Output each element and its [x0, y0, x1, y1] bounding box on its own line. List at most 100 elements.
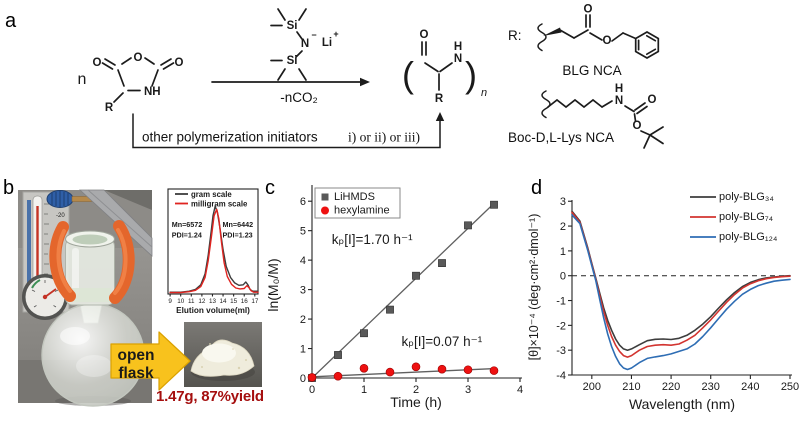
kinetics-chart: 0 1 2 3 4 0 1 2 3 4 5 6 LiHMDS hexylamine kₚ[I]=1.70 h… — [265, 185, 523, 410]
panel-label-a: a — [5, 10, 17, 32]
annotation: PDI=1.24 — [172, 230, 202, 239]
wedge-bond — [543, 27, 562, 36]
y-tick-label: 5 — [300, 226, 306, 238]
ring-oxygen-label: O — [134, 52, 143, 64]
alternative-initiators-arrow: other polymerization initiators i) or ii… — [132, 112, 445, 149]
panel-label-c: c — [265, 177, 275, 199]
series-milligram-scale-curve — [169, 208, 259, 294]
left-carbonyl-oxygen-label: O — [93, 57, 102, 69]
open-flask-arrow: open flask — [110, 331, 191, 391]
glass-joint-flask — [65, 230, 115, 306]
panel-label-d: d — [531, 177, 543, 199]
x-axis-label: Wavelength (nm) — [629, 396, 735, 412]
powder-highlight — [202, 343, 236, 363]
blg-nca-label: BLG NCA — [562, 63, 621, 78]
x-tick-label: 11 — [188, 298, 195, 305]
y-tick-label: -1 — [556, 295, 566, 307]
lihmds-initiator-structure: Si N − Li + Si — [270, 8, 339, 81]
carbamate-nitrogen-label: N — [615, 95, 623, 107]
annotation: kₚ[I]=0.07 h⁻¹ — [401, 334, 482, 349]
x-tick-label: 4 — [517, 384, 523, 396]
series-poly-blg--curve — [571, 211, 791, 358]
product-r-label: R — [435, 93, 444, 105]
y-tick-label: 2 — [560, 221, 566, 233]
nh-label: NH — [144, 86, 161, 98]
y-tick-label: -3 — [556, 345, 566, 357]
joint-mouth-inner — [72, 234, 108, 245]
series-hexylamine-point — [333, 371, 343, 381]
series-poly-blg--curve — [571, 214, 791, 371]
stoichiometry-n: n — [78, 71, 87, 88]
alt-initiators-text: other polymerization initiators — [142, 130, 318, 145]
open-flask-text-line2: flask — [118, 365, 154, 382]
flask-highlight — [60, 327, 90, 345]
series-lihmds-fit-line — [311, 201, 496, 379]
joint-liquid — [69, 288, 111, 302]
legend-label: gram scale — [191, 190, 232, 199]
y-tick-label: -2 — [556, 320, 566, 332]
right-carbonyl-oxygen-label: O — [175, 57, 184, 69]
x-tick-label: 250 — [781, 381, 799, 393]
x-tick-label: 220 — [662, 381, 680, 393]
r-colon-label: R: — [508, 28, 522, 43]
legend-swatch — [321, 193, 329, 201]
open-flask-text-line1: open — [117, 347, 154, 364]
x-tick-label: 12 — [198, 298, 206, 305]
left-parenthesis: ( — [402, 54, 414, 95]
series-hexylamine-point — [385, 367, 395, 377]
cd-spectra-chart: 200 210 220 230 240 250 -4 -3 -2 -1 0 1 2 3 poly-BLG₃₄… — [527, 191, 799, 412]
blue-knob-ribs — [51, 191, 69, 207]
blg-side-chain-structure: O O BLG NCA — [537, 4, 660, 78]
annotation: Mn=6442 — [223, 220, 254, 229]
nca-monomer-structure: n O O O NH R — [78, 52, 184, 114]
ester-carbonyl-oxygen-label: O — [584, 4, 593, 16]
arrow-caption: -nCO₂ — [280, 90, 318, 105]
legend-box — [314, 187, 401, 219]
lithium-label: Li — [322, 37, 332, 49]
series-hexylamine-point — [307, 373, 317, 382]
x-tick-label: 230 — [702, 381, 720, 393]
flask-inner-reflection — [76, 355, 112, 377]
series-hexylamine-point — [359, 363, 369, 373]
clamp-prong-right — [109, 220, 135, 304]
y-tick-label: 3 — [300, 285, 306, 297]
prong-right-highlight — [113, 228, 128, 295]
y-tick-label: 3 — [560, 196, 566, 208]
series-hexylamine-point — [463, 365, 473, 375]
thermometer-scale-ticks — [44, 203, 49, 275]
series-hexylamine-point — [437, 364, 447, 374]
alt-initiators-numerals: i) or ii) or iii) — [348, 130, 420, 145]
gauge-ticks — [31, 280, 59, 308]
dark-corner-metal — [104, 190, 152, 210]
yield-text: 1.47g, 87%yield — [156, 388, 264, 405]
x-tick-label: 240 — [741, 381, 759, 393]
amide-nitrogen-label: N — [454, 53, 462, 65]
y-axis-label: [θ]×10⁻⁴ (deg·cm²·dmol⁻¹) — [527, 214, 541, 361]
series-hexylamine-point — [489, 366, 499, 375]
gauge-needle — [44, 288, 57, 298]
r-group-definitions: R: O O BLG NCA — [508, 4, 664, 149]
clamp-prong-left — [49, 221, 76, 302]
annotation: kₚ[I]=1.70 h⁻¹ — [332, 232, 413, 247]
boc-lys-nca-label: Boc-D,L-Lys NCA — [508, 130, 614, 145]
clamp-arm-edge — [87, 189, 153, 248]
annotation: Mn=6572 — [172, 220, 203, 229]
y-axis-label: ln(M₀/M) — [265, 258, 281, 311]
amide-oxygen-label: O — [420, 29, 429, 41]
series-lihmds-point — [438, 259, 446, 267]
series-lihmds-point — [464, 221, 472, 230]
x-tick-label: 0 — [309, 384, 315, 396]
x-tick-label: 16 — [241, 298, 249, 305]
x-tick-label: 2 — [413, 384, 419, 396]
series-hexylamine-point — [411, 362, 421, 372]
silicon-bottom-label: Si — [287, 55, 298, 67]
ester-oxygen-label: O — [603, 35, 612, 47]
x-tick-label: 3 — [465, 384, 471, 396]
x-tick-label: 200 — [583, 381, 601, 393]
carbamate-hydrogen-label: H — [615, 83, 623, 95]
reaction-scheme-panel: n O O O NH R Si N — [78, 4, 664, 149]
powder-photo — [184, 322, 262, 387]
legend-swatch — [321, 206, 329, 215]
up-arrowhead — [435, 112, 445, 121]
series-lihmds-point — [412, 271, 420, 280]
